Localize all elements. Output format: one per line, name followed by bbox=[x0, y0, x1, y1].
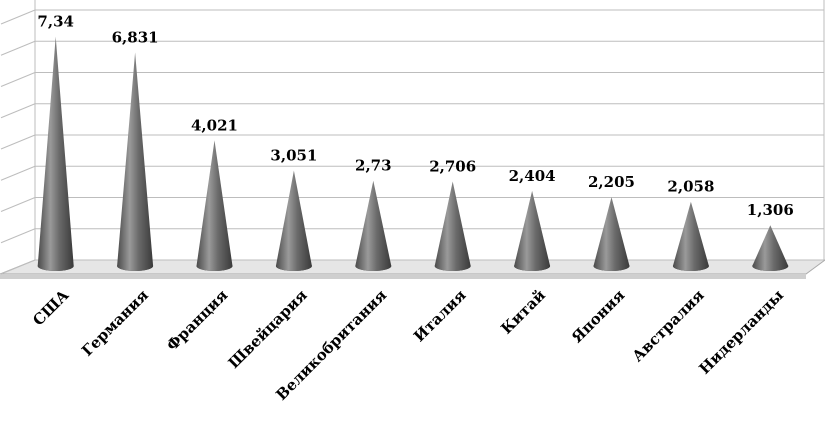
grid-line bbox=[0, 134, 36, 150]
cone bbox=[275, 170, 312, 271]
cone bbox=[355, 180, 392, 271]
grid-line bbox=[0, 197, 36, 212]
cone bbox=[117, 52, 154, 271]
x-tick-label: Италия bbox=[410, 286, 469, 345]
grid-line bbox=[0, 259, 36, 275]
x-tick-label: США bbox=[29, 286, 73, 330]
value-label: 1,306 bbox=[747, 201, 794, 219]
grid-line bbox=[0, 40, 36, 56]
x-tick-label: Япония bbox=[568, 286, 628, 346]
value-label: 4,021 bbox=[191, 116, 238, 134]
plot: США 7,34 Германия 6,831 Франция 4,021 Швейцари… bbox=[0, 9, 824, 404]
value-label: 2,058 bbox=[667, 178, 714, 196]
cone bbox=[196, 140, 233, 271]
x-tick-label: Китай bbox=[497, 286, 549, 338]
x-tick-label: Германия bbox=[78, 286, 152, 360]
cone-body bbox=[196, 140, 233, 271]
value-label: 2,706 bbox=[429, 157, 476, 175]
x-tick-label: Швейцария bbox=[225, 286, 311, 372]
x-tick-label: Австралия bbox=[628, 286, 707, 365]
x-tick-label: Франция bbox=[163, 286, 231, 354]
cone bbox=[752, 225, 789, 271]
cone-body bbox=[514, 190, 551, 271]
value-label: 2,404 bbox=[509, 167, 556, 185]
cone-body bbox=[672, 201, 709, 271]
value-label: 7,34 bbox=[37, 13, 74, 31]
cone bbox=[514, 190, 551, 271]
cone-body bbox=[593, 197, 630, 271]
cone bbox=[37, 36, 74, 271]
value-label: 2,73 bbox=[355, 157, 392, 175]
cone-body bbox=[752, 225, 789, 271]
cone-body bbox=[434, 181, 471, 271]
floor-edge bbox=[0, 274, 806, 279]
value-label: 2,205 bbox=[588, 173, 635, 191]
cone bbox=[434, 181, 471, 271]
value-label: 3,051 bbox=[270, 147, 317, 165]
x-tick-label: Нидерланды bbox=[695, 286, 787, 378]
cone-body bbox=[355, 180, 392, 271]
grid-line bbox=[0, 103, 36, 119]
cone-body bbox=[37, 36, 74, 271]
grid-line bbox=[0, 9, 36, 25]
cone-body bbox=[117, 52, 154, 271]
cone bbox=[672, 201, 709, 271]
grid-line bbox=[0, 165, 36, 181]
cone-body bbox=[275, 170, 312, 271]
value-label: 6,831 bbox=[112, 29, 159, 47]
grid-line bbox=[0, 228, 36, 244]
grid-line bbox=[0, 72, 36, 87]
cone bbox=[593, 197, 630, 271]
